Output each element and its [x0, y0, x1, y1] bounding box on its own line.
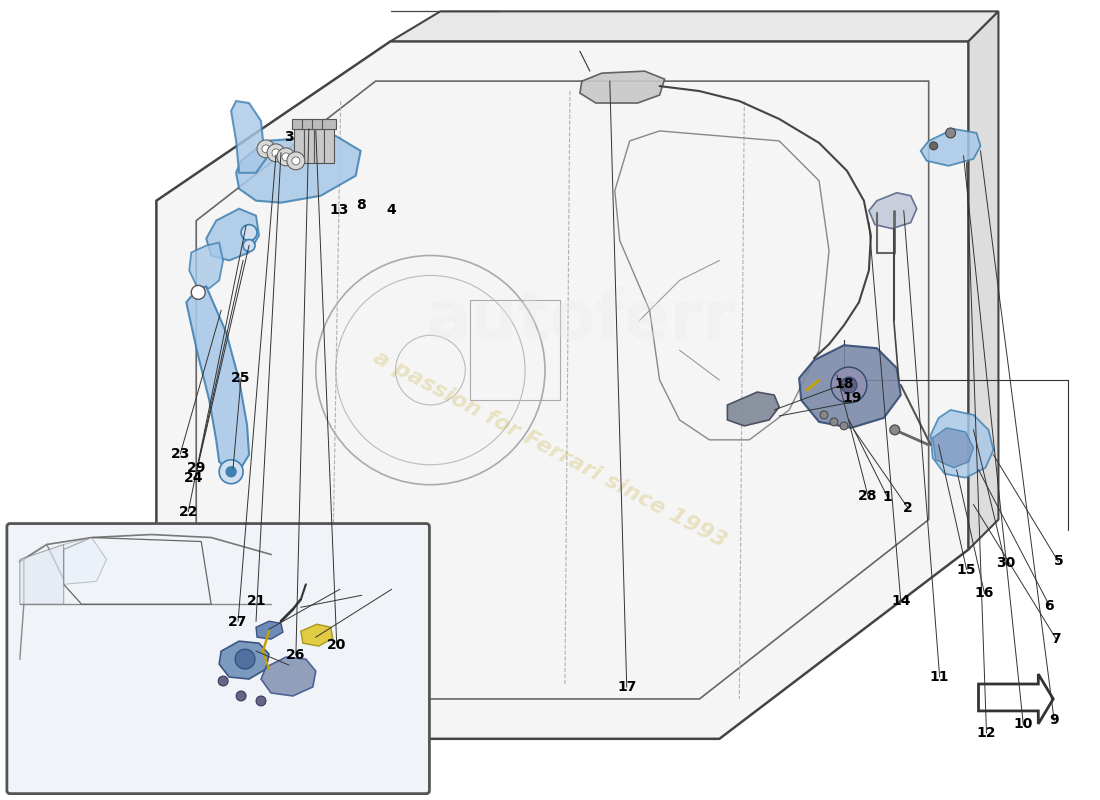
Circle shape — [821, 411, 828, 419]
Polygon shape — [968, 11, 999, 550]
Polygon shape — [186, 286, 249, 470]
Text: 13: 13 — [330, 203, 349, 218]
Text: 15: 15 — [957, 563, 977, 577]
Polygon shape — [727, 392, 779, 426]
Text: 12: 12 — [977, 726, 996, 740]
Polygon shape — [869, 193, 916, 229]
Text: 19: 19 — [843, 391, 862, 406]
Polygon shape — [933, 428, 974, 468]
Text: 5: 5 — [1054, 554, 1064, 568]
Circle shape — [218, 676, 228, 686]
Text: 21: 21 — [246, 594, 266, 608]
Text: 26: 26 — [286, 648, 306, 662]
Text: 24: 24 — [184, 471, 204, 485]
Text: 20: 20 — [327, 638, 345, 652]
Text: 27: 27 — [228, 614, 248, 629]
Text: 14: 14 — [891, 594, 911, 608]
Polygon shape — [261, 657, 316, 696]
Polygon shape — [231, 101, 266, 173]
Circle shape — [930, 142, 937, 150]
Polygon shape — [314, 129, 323, 163]
Text: 17: 17 — [617, 680, 637, 694]
Polygon shape — [921, 129, 980, 166]
Circle shape — [272, 149, 279, 157]
Text: 1: 1 — [882, 490, 892, 504]
Text: 9: 9 — [1049, 714, 1059, 727]
Text: 4: 4 — [386, 203, 396, 218]
Polygon shape — [20, 545, 64, 604]
Polygon shape — [390, 11, 999, 42]
Polygon shape — [931, 410, 993, 478]
Polygon shape — [311, 119, 326, 129]
Circle shape — [257, 140, 275, 158]
Polygon shape — [294, 129, 304, 163]
Polygon shape — [219, 641, 270, 679]
FancyBboxPatch shape — [7, 523, 429, 794]
Text: 10: 10 — [1014, 718, 1033, 731]
Text: 25: 25 — [231, 371, 251, 386]
Polygon shape — [304, 129, 313, 163]
Circle shape — [842, 377, 857, 393]
Circle shape — [287, 152, 305, 170]
Polygon shape — [322, 119, 335, 129]
Polygon shape — [256, 622, 283, 639]
Circle shape — [282, 153, 290, 161]
Circle shape — [946, 128, 956, 138]
Polygon shape — [64, 538, 107, 584]
Text: 18: 18 — [834, 377, 854, 391]
Circle shape — [830, 367, 867, 403]
Text: 3: 3 — [284, 130, 294, 144]
Polygon shape — [156, 42, 968, 739]
Circle shape — [227, 466, 236, 477]
Polygon shape — [799, 345, 901, 428]
Text: 7: 7 — [1052, 632, 1062, 646]
Circle shape — [235, 649, 255, 669]
Text: 8: 8 — [356, 198, 366, 212]
Circle shape — [241, 225, 257, 241]
Circle shape — [243, 239, 255, 251]
Circle shape — [219, 460, 243, 484]
Text: 30: 30 — [997, 557, 1015, 570]
Circle shape — [890, 425, 900, 435]
Text: autoferr: autoferr — [425, 287, 735, 354]
Circle shape — [262, 145, 270, 153]
Polygon shape — [292, 119, 306, 129]
Circle shape — [267, 144, 285, 162]
Polygon shape — [580, 71, 664, 103]
Polygon shape — [323, 129, 333, 163]
Polygon shape — [236, 136, 361, 202]
Circle shape — [277, 148, 295, 166]
Text: 11: 11 — [930, 670, 949, 685]
Text: a passion for Ferrari since 1993: a passion for Ferrari since 1993 — [370, 348, 730, 552]
Circle shape — [236, 691, 246, 701]
Circle shape — [191, 286, 206, 299]
Circle shape — [256, 696, 266, 706]
Text: 2: 2 — [902, 501, 912, 514]
Text: 23: 23 — [170, 447, 190, 462]
Circle shape — [830, 418, 838, 426]
Text: 22: 22 — [178, 505, 198, 518]
Circle shape — [840, 422, 848, 430]
Polygon shape — [189, 242, 223, 288]
Polygon shape — [206, 209, 258, 261]
Text: 29: 29 — [187, 461, 207, 474]
Text: 6: 6 — [1044, 598, 1054, 613]
Circle shape — [292, 157, 300, 165]
Polygon shape — [301, 624, 333, 646]
Polygon shape — [301, 119, 316, 129]
Text: 28: 28 — [858, 489, 878, 502]
Text: 16: 16 — [975, 586, 993, 600]
